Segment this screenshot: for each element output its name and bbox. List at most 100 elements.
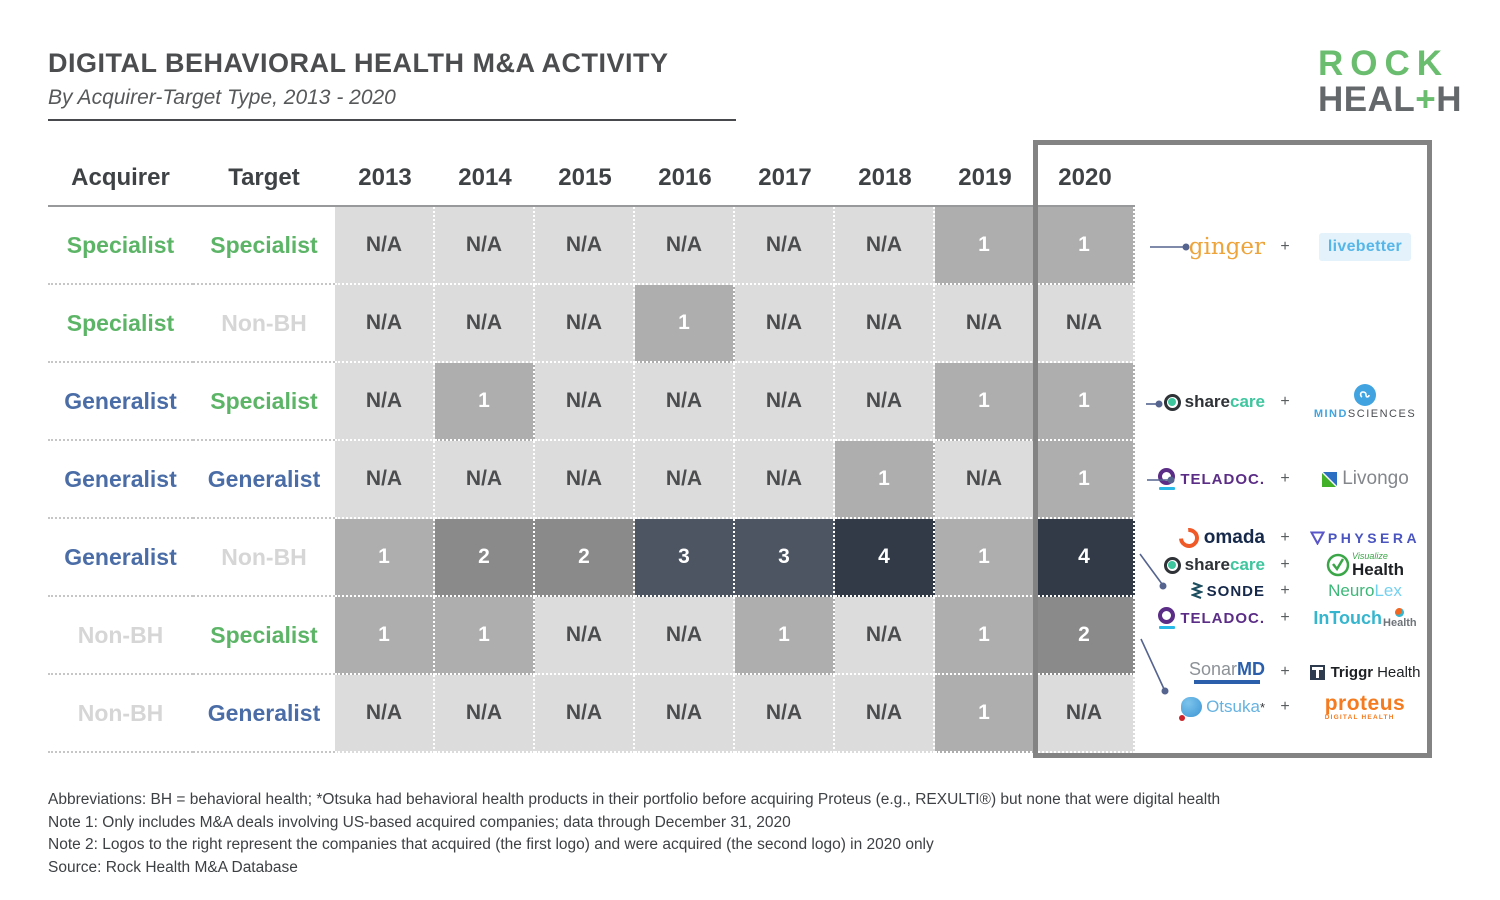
rockhealth-plus-icon: + — [1415, 80, 1437, 119]
proteus-subtext: DIGITAL HEALTH — [1324, 713, 1395, 721]
value-cell-2019: 1 — [935, 597, 1035, 675]
mindsciences-logo: MINDSCIENCES — [1314, 384, 1416, 420]
livongo-icon — [1322, 471, 1338, 487]
footnote-abbreviations: Abbreviations: BH = behavioral health; *… — [48, 791, 1221, 808]
value-cell-2016: 1 — [635, 285, 735, 363]
footnote-source: Source: Rock Health M&A Database — [48, 858, 298, 876]
rockhealth-h: H — [1436, 80, 1463, 119]
target-label: Specialist — [193, 363, 335, 441]
teladoc-text: TELADOC. — [1180, 609, 1265, 627]
value-cell-2014: N/A — [435, 441, 535, 519]
value-cell-2018: 4 — [835, 519, 935, 597]
value-cell-2013: 1 — [335, 597, 435, 675]
value-cell-2015: N/A — [535, 363, 635, 441]
value-cell-2015: N/A — [535, 597, 635, 675]
acquirer-label: Non-BH — [48, 675, 193, 753]
sharecare-icon — [1163, 393, 1181, 411]
sharecare-share-text: share — [1184, 555, 1231, 574]
sharecare-logo: share care — [1163, 392, 1265, 412]
value-cell-2013: N/A — [335, 363, 435, 441]
visualize-health-check-icon — [1326, 553, 1350, 577]
mindsciences-sciences-text: SCIENCES — [1347, 408, 1417, 420]
value-cell-2019: N/A — [935, 441, 1035, 519]
logo-pair-sonde-neurolex: SONDE + NeuroLex — [1143, 578, 1425, 604]
value-cell-2017: 1 — [735, 597, 835, 675]
value-cell-2014: 2 — [435, 519, 535, 597]
footnote-note1: Note 1: Only includes M&A deals involvin… — [48, 813, 791, 831]
plus-sign: + — [1280, 698, 1290, 715]
sonarmd-logo: SonarMD — [1189, 660, 1265, 684]
value-cell-2014: 1 — [435, 363, 535, 441]
value-cell-2019: N/A — [935, 285, 1035, 363]
plus-sign: + — [1280, 556, 1290, 573]
sharecare-care-text: care — [1230, 392, 1265, 411]
logo-pair-sharecare-mindsciences: share care + MINDSCIENCES — [1143, 372, 1425, 432]
column-header-target: Target — [193, 150, 335, 207]
plus-sign: + — [1280, 393, 1290, 410]
physera-logo: PHYSERA — [1309, 530, 1421, 546]
triggr-health-logo: Triggr Health — [1309, 663, 1421, 681]
logo-pair-sharecare-visualizehealth: share care + Visualize Health — [1143, 551, 1425, 579]
physera-triangle-icon — [1309, 531, 1325, 545]
value-cell-2015: N/A — [535, 207, 635, 285]
value-cell-2018: N/A — [835, 597, 935, 675]
teladoc-logo: TELADOC. — [1158, 607, 1265, 629]
page-subtitle: By Acquirer-Target Type, 2013 - 2020 — [48, 86, 396, 109]
column-header-2013: 2013 — [335, 150, 435, 207]
teladoc-icon — [1158, 468, 1176, 490]
title-underline — [48, 119, 736, 121]
physera-text: PHYSERA — [1327, 530, 1421, 546]
logo-pair-ginger-livebetter: ginger + livebetter — [1143, 227, 1425, 267]
plus-sign: + — [1280, 582, 1290, 599]
target-label: Non-BH — [193, 285, 335, 363]
visualize-health-logo: Visualize Health — [1326, 552, 1404, 578]
acquirer-label: Generalist — [48, 519, 193, 597]
value-cell-2013: N/A — [335, 207, 435, 285]
livongo-text: Livongo — [1342, 468, 1409, 489]
rockhealth-logo-health: HEAL+H — [1318, 82, 1468, 118]
value-cell-2013: N/A — [335, 441, 435, 519]
sonde-zigzag-icon — [1190, 582, 1203, 600]
column-header-2018: 2018 — [835, 150, 935, 207]
logo-pair-sonarmd-triggrhealth: SonarMD + Triggr Health — [1143, 650, 1425, 694]
footnotes: Abbreviations: BH = behavioral health; *… — [48, 789, 1220, 879]
column-header-2017: 2017 — [735, 150, 835, 207]
page-title: DIGITAL BEHAVIORAL HEALTH M&A ACTIVITY — [48, 48, 669, 78]
otsuka-blob-icon — [1179, 697, 1203, 721]
value-cell-2018: N/A — [835, 363, 935, 441]
rockhealth-logo: ROCK HEAL+H — [1318, 46, 1468, 118]
plus-sign: + — [1280, 663, 1290, 680]
value-cell-2020: 2 — [1035, 597, 1135, 675]
value-cell-2016: N/A — [635, 441, 735, 519]
value-cell-2018: 1 — [835, 441, 935, 519]
value-cell-2020: 1 — [1035, 441, 1135, 519]
intouch-health-logo: InTouch Health — [1313, 607, 1417, 629]
intouch-text: InTouch — [1313, 607, 1383, 628]
value-cell-2019: 1 — [935, 207, 1035, 285]
value-cell-2017: 3 — [735, 519, 835, 597]
value-cell-2013: N/A — [335, 285, 435, 363]
sharecare-share-text: share — [1184, 392, 1231, 411]
value-cell-2020: 4 — [1035, 519, 1135, 597]
rockhealth-heal: HEAL — [1318, 80, 1416, 119]
column-header-2019: 2019 — [935, 150, 1035, 207]
otsuka-logo: Otsuka * — [1179, 697, 1265, 721]
acquirer-label: Specialist — [48, 285, 193, 363]
ma-activity-table: Acquirer Target 2013 2014 2015 2016 2017 2018 20… — [48, 150, 1135, 753]
value-cell-2016: N/A — [635, 207, 735, 285]
value-cell-2015: N/A — [535, 441, 635, 519]
otsuka-text: Otsuka — [1206, 697, 1260, 716]
value-cell-2014: 1 — [435, 597, 535, 675]
sonde-text: SONDE — [1206, 582, 1265, 600]
neurolex-lex-text: Lex — [1374, 581, 1402, 600]
plus-sign: + — [1280, 529, 1290, 546]
value-cell-2017: N/A — [735, 363, 835, 441]
triggr-health-text: Health — [1377, 663, 1421, 681]
value-cell-2019: 1 — [935, 363, 1035, 441]
teladoc-icon — [1158, 607, 1176, 629]
value-cell-2017: N/A — [735, 675, 835, 753]
visualize-health-text: Health — [1352, 560, 1404, 579]
ginger-logo: ginger — [1188, 234, 1265, 260]
omada-logo: omada — [1174, 523, 1265, 553]
